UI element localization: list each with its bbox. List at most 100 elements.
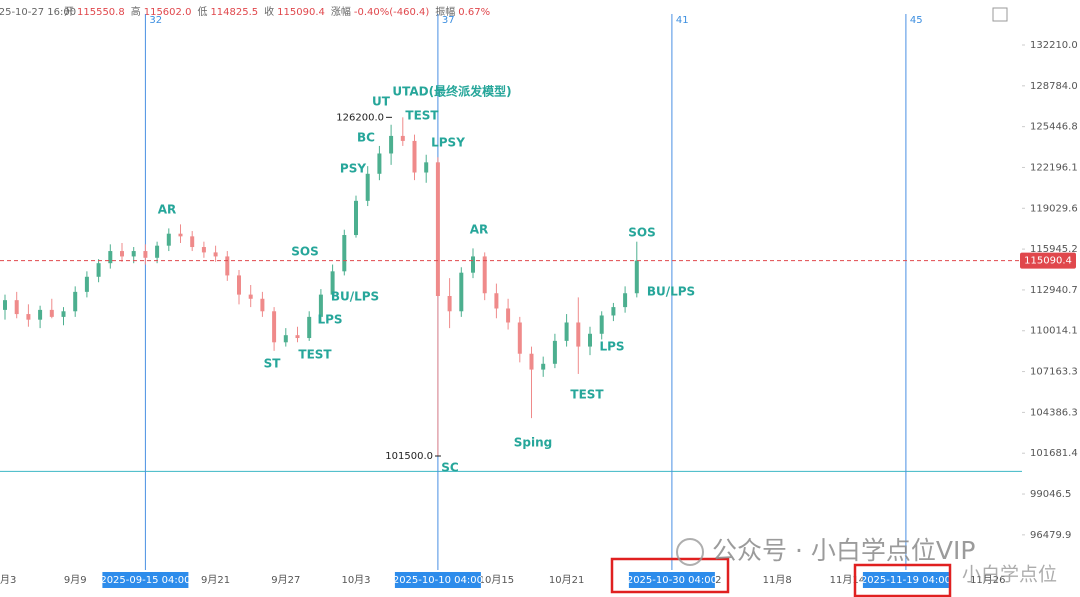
candle-body xyxy=(494,293,499,309)
annotation: SOS xyxy=(628,226,656,240)
candle-body xyxy=(3,300,7,310)
candle-body xyxy=(96,263,101,277)
annotation: TEST xyxy=(298,348,332,362)
annotation: SC xyxy=(441,461,459,475)
candle-body xyxy=(506,308,511,323)
x-tick-label: 10月15 xyxy=(479,574,514,586)
candle-body xyxy=(576,322,581,347)
annotation: BC xyxy=(357,131,375,145)
candle-body xyxy=(541,363,546,370)
screenshot-icon[interactable] xyxy=(992,7,1008,22)
x-tick-label: 9月3 xyxy=(0,574,16,586)
header-label: 高 xyxy=(131,5,141,18)
price-mark-label: 126200.0 xyxy=(336,112,384,123)
candle-body xyxy=(552,340,557,364)
header-value: 0.67% xyxy=(458,7,490,18)
marker-week: 41 xyxy=(676,15,689,26)
candle-body xyxy=(248,294,253,299)
candle-body xyxy=(623,293,628,308)
candle-body xyxy=(354,200,358,236)
header-label: 收 xyxy=(264,5,274,18)
candle-body xyxy=(611,307,616,316)
candle-body xyxy=(389,135,394,154)
candle-body xyxy=(330,271,335,295)
candle-body xyxy=(201,247,206,253)
header-value: 114825.5 xyxy=(210,7,258,18)
marker-week: 32 xyxy=(149,15,162,26)
y-tick-label: 125446.8 xyxy=(1030,122,1078,133)
annotation: LPS xyxy=(599,340,624,354)
candle-body xyxy=(471,256,475,273)
y-tick-label: 112940.7 xyxy=(1030,285,1078,296)
header-value: -0.40%(-460.4) xyxy=(354,7,430,18)
candle-body xyxy=(588,333,592,347)
y-tick-label: 99046.5 xyxy=(1030,489,1071,500)
candle-body xyxy=(26,314,31,320)
header-time: 2025-10-27 16:00 xyxy=(0,7,76,18)
annotation: UTAD(最终派发模型) xyxy=(392,84,511,99)
annotation: UT xyxy=(372,95,391,109)
candle-body xyxy=(225,256,230,276)
candle-body xyxy=(38,309,43,320)
annotation: SOS xyxy=(291,245,319,259)
candle-body xyxy=(178,233,183,237)
y-tick-label: 122196.1 xyxy=(1030,162,1078,173)
candle-body xyxy=(73,291,78,312)
candle-body xyxy=(564,322,569,341)
candle-body xyxy=(342,235,347,272)
marker-date: 2025-11-19 04:00 xyxy=(861,575,951,586)
candle-body xyxy=(412,140,417,173)
x-tick-label: 9月27 xyxy=(271,574,300,586)
candle-body xyxy=(283,335,288,343)
highlight-box xyxy=(853,563,952,597)
candle-body xyxy=(365,173,370,201)
candle-body xyxy=(435,162,440,297)
candle-body xyxy=(190,236,195,248)
candle-body xyxy=(166,233,171,246)
candle-body xyxy=(155,245,160,258)
y-tick-label: 101681.4 xyxy=(1030,448,1078,459)
annotation: LPSY xyxy=(431,136,465,150)
annotation: TEST xyxy=(405,109,439,123)
candle-body xyxy=(237,275,241,295)
y-tick-label: 132210.0 xyxy=(1030,40,1078,51)
annotation: LPS xyxy=(317,313,342,327)
y-tick-label: 96479.9 xyxy=(1030,530,1071,541)
watermark-secondary: 小白学点位 xyxy=(962,564,1057,586)
y-tick-label: 107163.3 xyxy=(1030,367,1078,378)
watermark-icon xyxy=(676,538,704,566)
candle-body xyxy=(143,251,148,258)
marker-date: 2025-10-10 04:00 xyxy=(393,575,483,586)
marker-date-box xyxy=(862,572,949,588)
candle-body xyxy=(517,322,522,354)
x-tick-label: 11月8 xyxy=(763,574,792,586)
candle-body xyxy=(49,309,54,317)
x-tick-label: 10月21 xyxy=(549,574,584,586)
marker-week: 45 xyxy=(910,15,923,26)
last-price-box xyxy=(1020,252,1076,269)
marker-date: 2025-10-30 04:00 xyxy=(627,575,717,586)
x-tick-label: 9月21 xyxy=(201,574,230,586)
header-label: 振幅 xyxy=(435,5,455,18)
header-value: 115090.4 xyxy=(277,7,325,18)
candle-body xyxy=(447,296,452,312)
y-tick-label: 104386.3 xyxy=(1030,407,1078,418)
annotation: BU/LPS xyxy=(647,285,695,299)
candle-body xyxy=(260,298,265,312)
candle-body xyxy=(529,353,534,370)
marker-week: 37 xyxy=(442,15,455,26)
candle-body xyxy=(295,335,300,339)
header-label: 开 xyxy=(64,7,74,18)
last-price-label: 115090.4 xyxy=(1024,256,1072,267)
annotation: PSY xyxy=(340,162,366,176)
y-tick-label: 119029.6 xyxy=(1030,203,1078,214)
marker-date: 2025-09-15 04:00 xyxy=(100,575,190,586)
annotation: BU/LPS xyxy=(331,290,379,304)
candle-body xyxy=(482,256,487,294)
watermark: 公众号 · 小白学点位VIP xyxy=(712,536,975,565)
annotation: Sping xyxy=(514,436,552,450)
candle-body xyxy=(131,251,136,257)
candle-body xyxy=(377,153,382,174)
